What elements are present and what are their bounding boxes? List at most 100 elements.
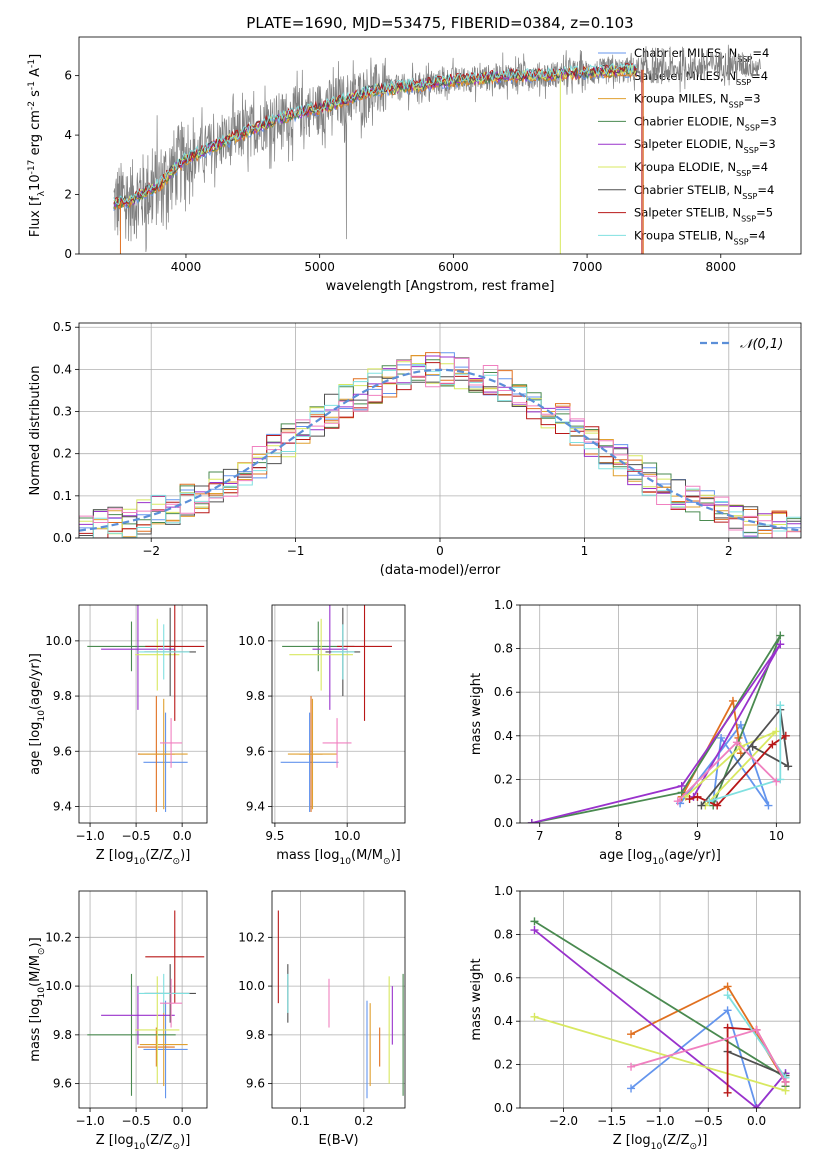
- y-tick-label: 9.8: [246, 689, 265, 703]
- x-tick-label: 10.0: [334, 829, 361, 843]
- x-tick-label: 4000: [171, 260, 202, 274]
- legend-label: Chabrier ELODIE, NSSP=3: [634, 114, 777, 131]
- residual-histogram-9: [79, 357, 801, 538]
- weight-series-4: [533, 929, 787, 1108]
- x-tick-label: 2: [725, 544, 733, 558]
- weight-marker: [723, 1023, 732, 1032]
- y-tick-label: 10.2: [238, 930, 265, 944]
- y-tick-label: 0.8: [494, 927, 513, 941]
- figure-title: PLATE=1690, MJD=53475, FIBERID=0384, z=0…: [246, 14, 633, 32]
- y-tick-label: 10.0: [45, 634, 72, 648]
- axes-frame: [78, 604, 208, 824]
- y-tick-label: 0.4: [53, 362, 72, 376]
- panel-weight_vs_age: 7 8 9 10 0.0 0.2 0.4 0.6 0.8 1.0 age [log10(age/yr…: [469, 598, 801, 867]
- axes-frame: [78, 322, 802, 539]
- x-tick-label: 10: [769, 829, 784, 843]
- x-tick-label: −1.0: [75, 829, 104, 843]
- weight-marker: [732, 738, 741, 747]
- x-tick-label: 0.0: [747, 1114, 766, 1128]
- plot-area-weight_vs_Z: [520, 891, 800, 1108]
- panel-age_vs_mass: 9.5 10.0 9.4 9.6 9.8 10.0 mass [log10(M/M⊙)]: [238, 604, 406, 867]
- axes-frame: [271, 890, 406, 1109]
- legend-label: Salpeter ELODIE, NSSP=3: [634, 137, 776, 155]
- legend-label: Kroupa STELIB, NSSP=4: [634, 228, 766, 246]
- weight-marker: [627, 1030, 636, 1039]
- legend-label: Kroupa ELODIE, NSSP=4: [634, 160, 768, 178]
- weight-marker: [728, 696, 737, 705]
- x-axis-label: age [log10(age/yr)]: [599, 848, 721, 867]
- weight-marker: [781, 731, 790, 740]
- y-tick-label: 10.2: [45, 930, 72, 944]
- axes-frame: [78, 36, 802, 255]
- y-tick-label: 0.0: [53, 531, 72, 545]
- x-tick-label: −0.5: [694, 1114, 723, 1128]
- weight-marker: [717, 733, 726, 742]
- y-tick-label: 0.2: [494, 772, 513, 786]
- y-tick-label: 1.0: [494, 884, 513, 898]
- y-tick-label: 0.8: [494, 642, 513, 656]
- y-tick-label: 0.2: [53, 447, 72, 461]
- legend-label: Salpeter STELIB, NSSP=5: [634, 206, 773, 224]
- x-tick-label: −0.5: [122, 1114, 151, 1128]
- x-tick-label: −0.5: [122, 829, 151, 843]
- panel-residuals: −2 −1 0 1 2 0.0 0.1 0.2 0.3 0.4 0.5 (data-model)/er…: [28, 320, 802, 578]
- weight-series-5: [684, 730, 777, 807]
- y-tick-label: 0.2: [494, 1058, 513, 1072]
- y-axis-label: mass [log10(M/M⊙)]: [28, 937, 47, 1061]
- weight-marker: [748, 742, 757, 751]
- weight-marker: [764, 801, 773, 810]
- y-tick-label: 9.6: [246, 744, 265, 758]
- weight-marker: [776, 640, 785, 649]
- x-axis-label: Z [log10(Z/Z⊙)]: [96, 848, 191, 867]
- weight-marker: [627, 1084, 636, 1093]
- y-tick-label: 0.0: [494, 1101, 513, 1115]
- weight-marker: [685, 795, 694, 804]
- plot-area-spectrum: [113, 44, 762, 254]
- weight-marker: [527, 819, 536, 823]
- y-tick-label: 9.4: [53, 799, 72, 813]
- x-axis-label: wavelength [Angstrom, rest frame]: [326, 279, 555, 294]
- weight-marker: [530, 926, 539, 935]
- plot-area-age_vs_Z: [79, 605, 207, 823]
- y-tick-label: 0.6: [494, 971, 513, 985]
- y-tick-label: 9.8: [53, 1028, 72, 1042]
- weight-marker: [713, 801, 722, 810]
- legend-label: Chabrier STELIB, NSSP=4: [634, 183, 774, 201]
- weight-marker: [705, 797, 714, 806]
- x-tick-label: 7: [536, 829, 544, 843]
- x-tick-label: 0.1: [291, 1114, 310, 1128]
- y-tick-label: 9.8: [53, 689, 72, 703]
- x-tick-label: 0.0: [173, 1114, 192, 1128]
- y-tick-label: 0.6: [494, 685, 513, 699]
- x-tick-label: −2.0: [549, 1114, 578, 1128]
- weight-marker: [723, 991, 732, 1000]
- x-tick-label: 9.5: [265, 829, 284, 843]
- y-tick-label: 0.3: [53, 405, 72, 419]
- x-tick-label: −1.5: [597, 1114, 626, 1128]
- y-tick-label: 10.0: [45, 979, 72, 993]
- x-tick-label: 8000: [706, 260, 737, 274]
- x-tick-label: 6000: [438, 260, 469, 274]
- weight-marker: [752, 1104, 761, 1108]
- x-axis-label: mass [log10(M/M⊙)]: [276, 848, 400, 867]
- x-axis-label: Z [log10(Z/Z⊙)]: [613, 1133, 708, 1152]
- axes-frame: [78, 890, 208, 1109]
- weight-series-4: [531, 643, 782, 823]
- y-axis-label: Flux [fλ10-17 erg cm-2 s-1 A-1]: [27, 54, 47, 237]
- weight-marker: [627, 1062, 636, 1071]
- panel-spectrum: 4000 5000 6000 7000 8000 0 2 4 6 wavelength [Angs…: [27, 36, 802, 294]
- y-tick-label: 9.6: [53, 744, 72, 758]
- weight-series-6: [727, 1050, 786, 1077]
- x-tick-label: −1.0: [75, 1114, 104, 1128]
- x-tick-label: −1.0: [645, 1114, 674, 1128]
- plot-area-mass_vs_ebv: [272, 891, 405, 1108]
- y-tick-label: 2: [64, 188, 72, 202]
- y-tick-label: 0: [64, 247, 72, 261]
- x-axis-label: Z [log10(Z/Z⊙)]: [96, 1133, 191, 1152]
- weight-marker: [772, 727, 781, 736]
- panel-mass_vs_ebv: 0.1 0.2 9.6 9.8 10.0 10.2 E(B-V): [238, 890, 406, 1148]
- weight-marker: [776, 631, 785, 640]
- weight-marker: [781, 1077, 790, 1086]
- y-tick-label: 6: [64, 69, 72, 83]
